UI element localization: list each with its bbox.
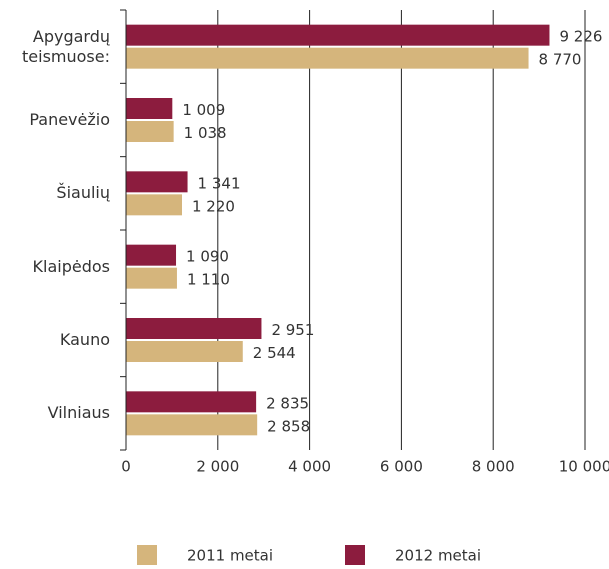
value-label: 1 009 (182, 101, 225, 119)
bar (126, 341, 243, 362)
value-label: 2 544 (253, 344, 296, 362)
bar (126, 194, 182, 216)
value-label: 2 951 (271, 321, 314, 339)
value-label: 1 090 (186, 248, 229, 266)
category-label: Klaipėdos (32, 256, 110, 276)
bar (126, 171, 188, 193)
x-tick-label: 2 000 (196, 458, 239, 476)
value-label: 2 835 (266, 394, 309, 412)
bar (126, 414, 258, 436)
value-label: 1 341 (198, 174, 241, 192)
bar (126, 121, 174, 142)
category-label: Vilniaus (47, 403, 110, 423)
value-label: 8 770 (539, 51, 582, 69)
category-label: Šiaulių (56, 183, 110, 203)
category-label: Apygardų teismuose: (22, 26, 110, 66)
bar (126, 244, 177, 266)
value-label: 1 110 (187, 271, 230, 289)
bar (126, 318, 262, 339)
value-label: 1 220 (192, 197, 235, 215)
value-label: 1 038 (184, 124, 227, 142)
legend-label: 2011 metai (187, 547, 273, 565)
x-tick-label: 0 (121, 458, 131, 476)
legend-swatch (345, 545, 365, 565)
bar (126, 47, 529, 69)
bar (126, 267, 177, 289)
legend-swatch (137, 545, 157, 565)
bar (126, 24, 550, 46)
bar (126, 391, 257, 413)
bar (126, 98, 173, 119)
legend-label: 2012 metai (395, 547, 481, 565)
x-tick-label: 4 000 (288, 458, 331, 476)
value-label: 9 226 (559, 28, 602, 46)
x-tick-label: 6 000 (380, 458, 423, 476)
x-tick-label: 8 000 (472, 458, 515, 476)
category-label: Panevėžio (29, 110, 110, 129)
x-tick-label: 10 000 (559, 458, 609, 476)
value-label: 2 858 (267, 417, 310, 435)
category-label: Kauno (59, 330, 110, 349)
